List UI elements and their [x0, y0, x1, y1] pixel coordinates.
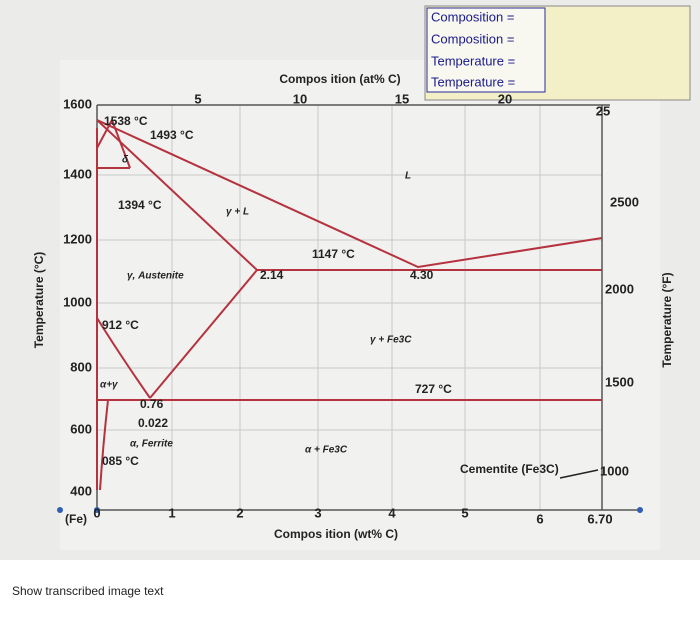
- grid: [96, 105, 602, 510]
- right-tick-label: 1000: [600, 463, 629, 478]
- left-tick-label: 600: [70, 421, 92, 436]
- composition-fields: [426, 7, 546, 93]
- acm-line: [149, 269, 258, 399]
- annotation: 0.76: [140, 397, 164, 411]
- left-tick-label: 1200: [63, 231, 92, 246]
- annotation: α+γ: [100, 380, 119, 391]
- plot-background: [60, 60, 660, 550]
- annotation: L: [405, 171, 411, 182]
- annotation: 2.14: [260, 268, 284, 282]
- box-line: Temperature =: [431, 53, 515, 68]
- left-tick-label: 1400: [63, 166, 92, 181]
- annotation: γ + Fe3C: [370, 335, 412, 346]
- ferrite-solvus: [99, 399, 109, 491]
- left-tick-label: 1000: [63, 294, 92, 309]
- right-axis-label: Temperature (°F): [660, 272, 674, 367]
- annotation: α + Fe3C: [305, 445, 348, 456]
- annotation: 0.022: [138, 416, 168, 430]
- top-tick-label: 10: [293, 91, 307, 106]
- left-tick-label: 400: [70, 483, 92, 498]
- top-axis-label: Compos ition (at% C): [279, 72, 400, 86]
- right-tick-label: 2500: [610, 194, 639, 209]
- annotation: 085 °C: [102, 454, 139, 468]
- bottom-tick-label: 5: [461, 505, 468, 520]
- cementite-pointer: [559, 469, 599, 479]
- top-tick-label: 25: [596, 103, 610, 118]
- a3-line: [96, 317, 151, 399]
- bottom-tick-label: 6: [536, 511, 543, 526]
- left-tick-label: 1600: [63, 96, 92, 111]
- annotation: γ + L: [226, 207, 249, 218]
- box-line: Composition =: [431, 31, 514, 46]
- bottom-tick-label: 4: [388, 505, 396, 520]
- right-tick-label: 2000: [605, 281, 634, 296]
- annotation: 1538 °C: [104, 114, 148, 128]
- solidus: [96, 119, 258, 271]
- top-tick-label: 20: [498, 91, 512, 106]
- annotation: 727 °C: [415, 382, 452, 396]
- annotation: α, Ferrite: [130, 439, 173, 450]
- bottom-tick-label: 3: [314, 505, 321, 520]
- left-tick-label: 800: [70, 359, 92, 374]
- phase-boundaries: [96, 119, 603, 491]
- annotation: γ, Austenite: [127, 271, 184, 282]
- liquidus: [96, 119, 603, 269]
- bottom-tick-label: 1: [168, 505, 175, 520]
- annotation: 1394 °C: [118, 198, 162, 212]
- bottom-tick-label: 2: [236, 505, 243, 520]
- annotation: 1493 °C: [150, 128, 194, 142]
- right-tick-label: 1500: [605, 374, 634, 389]
- origin-label: (Fe): [65, 512, 87, 526]
- left-axis-label: Temperature (°C): [32, 252, 46, 349]
- box-line: Composition =: [431, 9, 514, 24]
- bottom-tick-label: 6.70: [587, 511, 612, 526]
- annotation: Cementite (Fe3C): [460, 462, 559, 476]
- top-tick-label: 5: [194, 91, 201, 106]
- footer-link[interactable]: Show transcribed image text: [12, 584, 164, 598]
- bottom-tick-label: 0: [93, 505, 100, 520]
- annotation: δ: [122, 155, 129, 166]
- annotation: 4.30: [410, 268, 434, 282]
- bottom-axis-label: Compos ition (wt% C): [274, 527, 398, 541]
- top-tick-label: 15: [395, 91, 409, 106]
- annotation: 912 °C: [102, 318, 139, 332]
- annotation: 1147 °C: [312, 247, 355, 261]
- axis-dot: [94, 507, 100, 513]
- box-line: Temperature =: [431, 74, 515, 89]
- axis-dot: [637, 507, 643, 513]
- axis-dot: [57, 507, 63, 513]
- delta-region: [96, 119, 131, 169]
